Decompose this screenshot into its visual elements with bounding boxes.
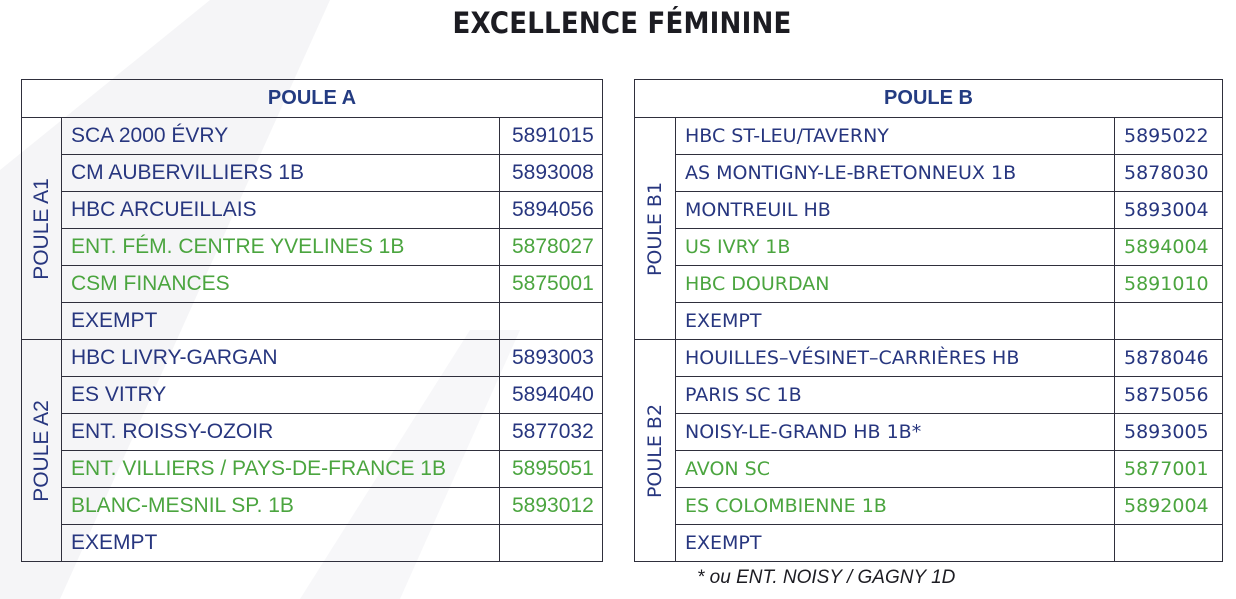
group-a1-cell: POULE A1	[21, 117, 62, 340]
team-name: NOISY-LE-GRAND HB 1B*	[675, 413, 1115, 451]
team-code: 5893008	[499, 154, 603, 192]
table-row: NOISY-LE-GRAND HB 1B* 5893005	[635, 413, 1223, 451]
team-code: 5893004	[1114, 191, 1223, 229]
table-row: EXEMPT	[635, 302, 1223, 340]
team-name: HBC LIVRY-GARGAN	[61, 339, 500, 377]
page-title: EXCELLENCE FÉMININE	[452, 6, 792, 40]
team-name: BLANC-MESNIL SP. 1B	[61, 487, 500, 525]
team-name: EXEMPT	[675, 302, 1115, 340]
team-code: 5891010	[1114, 265, 1223, 303]
table-row: HBC DOURDAN 5891010	[635, 265, 1223, 303]
team-code: 5891015	[499, 117, 603, 155]
team-code: 5878046	[1114, 339, 1223, 377]
team-name: EXEMPT	[61, 302, 500, 340]
group-b2-cell: POULE B2	[634, 339, 676, 562]
team-code	[1114, 524, 1223, 562]
group-a2-cell: POULE A2	[21, 339, 62, 562]
team-name: ENT. FÉM. CENTRE YVELINES 1B	[61, 228, 500, 266]
team-name: CM AUBERVILLIERS 1B	[61, 154, 500, 192]
team-code: 5892004	[1114, 487, 1223, 525]
team-code: 5875001	[499, 265, 603, 303]
group-a1-label: POULE A1	[29, 177, 53, 280]
team-code	[1114, 302, 1223, 340]
team-code: 5893012	[499, 487, 603, 525]
table-row: POULE A1 SCA 2000 ÉVRY 5891015	[21, 117, 603, 340]
team-name: AS MONTIGNY-LE-BRETONNEUX 1B	[675, 154, 1115, 192]
team-code: 5878027	[499, 228, 603, 266]
team-code: 5895051	[499, 450, 603, 488]
table-row: ENT. FÉM. CENTRE YVELINES 1B 5878027	[22, 228, 603, 266]
team-name: US IVRY 1B	[675, 228, 1115, 266]
table-row: MONTREUIL HB 5893004	[635, 191, 1223, 229]
team-name: ENT. VILLIERS / PAYS-DE-FRANCE 1B	[61, 450, 500, 488]
team-name: SCA 2000 ÉVRY	[61, 117, 500, 155]
team-code: 5878030	[1114, 154, 1223, 192]
table-row: ENT. ROISSY-OZOIR 5877032	[22, 413, 603, 451]
team-code	[499, 302, 603, 340]
table-row: ENT. VILLIERS / PAYS-DE-FRANCE 1B 589505…	[22, 450, 603, 488]
table-row: EXEMPT	[22, 524, 603, 562]
team-name: HBC ST-LEU/TAVERNY	[675, 117, 1115, 155]
pool-b-table: POULE B POULE B1 HBC ST-LEU/TAVERNY 5895…	[634, 79, 1223, 562]
table-row: POULE B2 HOUILLES–VÉSINET–CARRIÈRES HB 5…	[634, 339, 1223, 562]
team-name: ES VITRY	[61, 376, 500, 414]
team-name: HBC ARCUEILLAIS	[61, 191, 500, 229]
team-code: 5894056	[499, 191, 603, 229]
team-code: 5875056	[1114, 376, 1223, 414]
table-row: AVON SC 5877001	[635, 450, 1223, 488]
team-name: AVON SC	[675, 450, 1115, 488]
group-b1-cell: POULE B1	[634, 117, 676, 340]
group-a2-label: POULE A2	[29, 399, 53, 502]
team-name: PARIS SC 1B	[675, 376, 1115, 414]
team-name: HOUILLES–VÉSINET–CARRIÈRES HB	[675, 339, 1115, 377]
team-code: 5895022	[1114, 117, 1223, 155]
table-row: PARIS SC 1B 5875056	[635, 376, 1223, 414]
team-code	[499, 524, 603, 562]
team-name: HBC DOURDAN	[675, 265, 1115, 303]
group-b1-label: POULE B1	[644, 181, 666, 276]
team-name: EXEMPT	[61, 524, 500, 562]
group-b2-label: POULE B2	[644, 403, 666, 498]
table-row: EXEMPT	[635, 524, 1223, 562]
table-row: POULE A2 HBC LIVRY-GARGAN 5893003	[21, 339, 603, 562]
team-name: CSM FINANCES	[61, 265, 500, 303]
team-code: 5894004	[1114, 228, 1223, 266]
team-code: 5893005	[1114, 413, 1223, 451]
table-row: CM AUBERVILLIERS 1B 5893008	[22, 154, 603, 192]
table-row: HBC ARCUEILLAIS 5894056	[22, 191, 603, 229]
table-row: POULE B1 HBC ST-LEU/TAVERNY 5895022	[634, 117, 1223, 340]
table-row: ES COLOMBIENNE 1B 5892004	[635, 487, 1223, 525]
team-code: 5877001	[1114, 450, 1223, 488]
team-name: ES COLOMBIENNE 1B	[675, 487, 1115, 525]
table-row: CSM FINANCES 5875001	[22, 265, 603, 303]
footnote: * ou ENT. NOISY / GAGNY 1D	[697, 567, 956, 588]
pool-a-header: POULE A	[21, 79, 603, 118]
team-code: 5877032	[499, 413, 603, 451]
table-row: US IVRY 1B 5894004	[635, 228, 1223, 266]
team-name: EXEMPT	[675, 524, 1115, 562]
table-row: EXEMPT	[22, 302, 603, 340]
table-row: ES VITRY 5894040	[22, 376, 603, 414]
team-code: 5893003	[499, 339, 603, 377]
pool-b-header: POULE B	[634, 79, 1223, 118]
team-name: ENT. ROISSY-OZOIR	[61, 413, 500, 451]
pool-a-table: POULE A POULE A1 SCA 2000 ÉVRY 5891015 C…	[21, 79, 603, 562]
table-row: AS MONTIGNY-LE-BRETONNEUX 1B 5878030	[635, 154, 1223, 192]
team-name: MONTREUIL HB	[675, 191, 1115, 229]
team-code: 5894040	[499, 376, 603, 414]
table-row: BLANC-MESNIL SP. 1B 5893012	[22, 487, 603, 525]
